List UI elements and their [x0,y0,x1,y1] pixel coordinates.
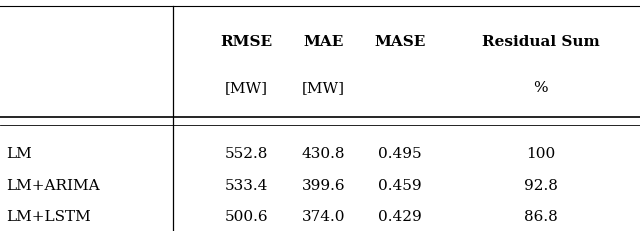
Text: 92.8: 92.8 [524,178,557,192]
Text: 552.8: 552.8 [225,147,268,161]
Text: RMSE: RMSE [220,35,273,49]
Text: [MW]: [MW] [225,81,268,95]
Text: 430.8: 430.8 [301,147,345,161]
Text: 0.429: 0.429 [378,209,422,223]
Text: 374.0: 374.0 [301,209,345,223]
Text: 399.6: 399.6 [301,178,345,192]
Text: %: % [534,81,548,95]
Text: Residual Sum: Residual Sum [482,35,600,49]
Text: LM: LM [6,147,32,161]
Text: 533.4: 533.4 [225,178,268,192]
Text: 0.459: 0.459 [378,178,422,192]
Text: 0.495: 0.495 [378,147,422,161]
Text: LM+LSTM: LM+LSTM [6,209,91,223]
Text: MAE: MAE [303,35,344,49]
Text: 86.8: 86.8 [524,209,557,223]
Text: 500.6: 500.6 [225,209,268,223]
Text: LM+ARIMA: LM+ARIMA [6,178,100,192]
Text: [MW]: [MW] [301,81,345,95]
Text: 100: 100 [526,147,556,161]
Text: MASE: MASE [374,35,426,49]
